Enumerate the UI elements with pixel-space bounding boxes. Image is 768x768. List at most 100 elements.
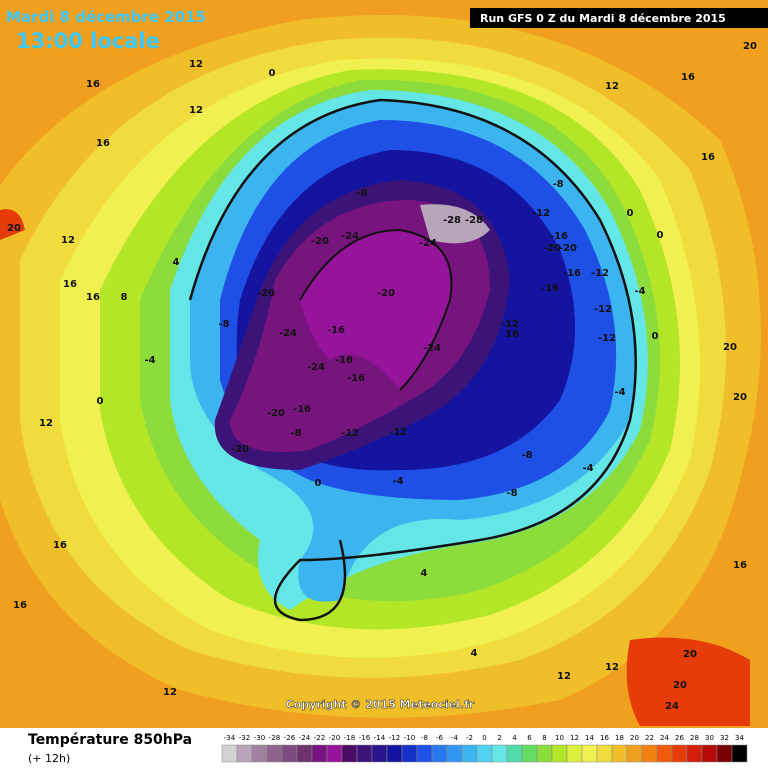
contour-label: -16 bbox=[541, 283, 559, 294]
contour-label: -20 bbox=[543, 243, 561, 254]
color-swatch bbox=[326, 744, 343, 763]
contour-label: -8 bbox=[521, 450, 532, 461]
temperature-field bbox=[0, 15, 761, 726]
contour-label: -24 bbox=[341, 231, 359, 242]
contour-label: -28 bbox=[465, 215, 483, 226]
contour-label: 12 bbox=[605, 662, 619, 673]
contour-label: -4 bbox=[392, 476, 403, 487]
run-box bbox=[470, 8, 768, 28]
scale-tick-label: -32 bbox=[239, 734, 250, 742]
color-swatch bbox=[671, 744, 688, 763]
scale-tick-label: 8 bbox=[542, 734, 546, 742]
color-swatch bbox=[686, 744, 703, 763]
contour-label: -12 bbox=[532, 208, 550, 219]
contour-label: -24 bbox=[419, 238, 437, 249]
contour-label: 16 bbox=[86, 292, 100, 303]
scale-tick-label: -10 bbox=[404, 734, 415, 742]
contour-label: -20 bbox=[377, 288, 395, 299]
scale-tick-label: 28 bbox=[690, 734, 699, 742]
color-swatch bbox=[611, 744, 628, 763]
color-swatch bbox=[401, 744, 418, 763]
contour-label: -20 bbox=[231, 444, 249, 455]
date: Mardi 8 décembre 2015 bbox=[6, 8, 206, 26]
scale-tick-label: 14 bbox=[585, 734, 594, 742]
color-swatch bbox=[416, 744, 433, 763]
color-swatch bbox=[461, 744, 478, 763]
color-swatch bbox=[656, 744, 673, 763]
color-swatch bbox=[266, 744, 283, 763]
scale-tick-label: -12 bbox=[389, 734, 400, 742]
contour-label: -12 bbox=[591, 268, 609, 279]
contour-label: 20 bbox=[743, 41, 757, 52]
contour-label: 0 bbox=[97, 396, 104, 407]
scale-tick-label: -16 bbox=[359, 734, 371, 742]
scale-tick-label: -4 bbox=[451, 734, 459, 742]
color-scale: -34 -32 -30 -28 -26 -24 -22 -20 -18 -16 -14 -12 -10-… bbox=[221, 734, 748, 763]
contour-label: -12 bbox=[598, 333, 616, 344]
contour-label: 0 bbox=[652, 331, 659, 342]
scale-tick-label: 22 bbox=[645, 734, 654, 742]
color-swatch bbox=[551, 744, 568, 763]
scale-tick-label: 34 bbox=[735, 734, 744, 742]
contour-label: 24 bbox=[665, 701, 679, 712]
scale-tick-label: -14 bbox=[374, 734, 386, 742]
contour-label: 20 bbox=[7, 223, 21, 234]
scale-tick-label: 12 bbox=[570, 734, 579, 742]
scale-tick-label: 0 bbox=[482, 734, 486, 742]
color-swatch bbox=[431, 744, 448, 763]
scale-tick-label: -22 bbox=[314, 734, 325, 742]
contour-label: -24 bbox=[307, 362, 325, 373]
color-swatch bbox=[731, 744, 748, 763]
color-swatch bbox=[521, 744, 538, 763]
contour-label: -16 bbox=[335, 355, 353, 366]
contour-label: -12 bbox=[501, 319, 519, 330]
scale-tick-label: -30 bbox=[254, 734, 265, 742]
color-swatch bbox=[641, 744, 658, 763]
scale-tick-label: -8 bbox=[421, 734, 428, 742]
contour-label: 20 bbox=[723, 342, 737, 353]
color-swatch bbox=[476, 744, 493, 763]
contour-label: -12 bbox=[594, 304, 612, 315]
color-swatch bbox=[446, 744, 463, 763]
scale-tick-label: -2 bbox=[466, 734, 473, 742]
contour-label: 4 bbox=[471, 648, 478, 659]
run: Run GFS 0 Z du Mardi 8 décembre 2015 bbox=[480, 12, 726, 25]
scale-tick-label: -18 bbox=[344, 734, 355, 742]
contour-label: -24 bbox=[279, 328, 297, 339]
scale-tick-label: 2 bbox=[497, 734, 501, 742]
scale-tick-label: -26 bbox=[284, 734, 296, 742]
contour-label: 12 bbox=[189, 105, 203, 116]
color-swatch bbox=[251, 744, 268, 763]
contour-label: -16 bbox=[327, 325, 345, 336]
legend-subtitle: (+ 12h) bbox=[28, 752, 70, 765]
contour-label: 12 bbox=[39, 418, 53, 429]
contour-label: -8 bbox=[290, 428, 301, 439]
contour-label: 20 bbox=[683, 649, 697, 660]
scale-tick-label: -28 bbox=[269, 734, 280, 742]
scale-tick-label: 26 bbox=[675, 734, 684, 742]
color-swatch bbox=[281, 744, 298, 763]
contour-label: -16 bbox=[347, 373, 365, 384]
scale-tick-label: -34 bbox=[224, 734, 236, 742]
contour-label: 20 bbox=[733, 392, 747, 403]
contour-label: 12 bbox=[189, 59, 203, 70]
contour-label: -4 bbox=[614, 387, 625, 398]
color-swatch bbox=[566, 744, 583, 763]
scale-tick-label: 32 bbox=[720, 734, 729, 742]
contour-label: -4 bbox=[144, 355, 155, 366]
color-swatch bbox=[716, 744, 733, 763]
legend-title: Température 850hPa bbox=[28, 732, 192, 748]
contour-label: -12 bbox=[341, 428, 359, 439]
scale-tick-label: -6 bbox=[436, 734, 444, 742]
scale-tick-label: 10 bbox=[555, 734, 564, 742]
color-swatch bbox=[491, 744, 508, 763]
contour-label: 4 bbox=[421, 568, 428, 579]
scale-tick-label: 30 bbox=[705, 734, 714, 742]
color-swatch bbox=[626, 744, 643, 763]
contour-label: 16 bbox=[701, 152, 715, 163]
scale-tick-label: 20 bbox=[630, 734, 639, 742]
contour-label: 12 bbox=[557, 671, 571, 682]
color-swatch bbox=[221, 744, 238, 763]
contour-label: 12 bbox=[163, 687, 177, 698]
